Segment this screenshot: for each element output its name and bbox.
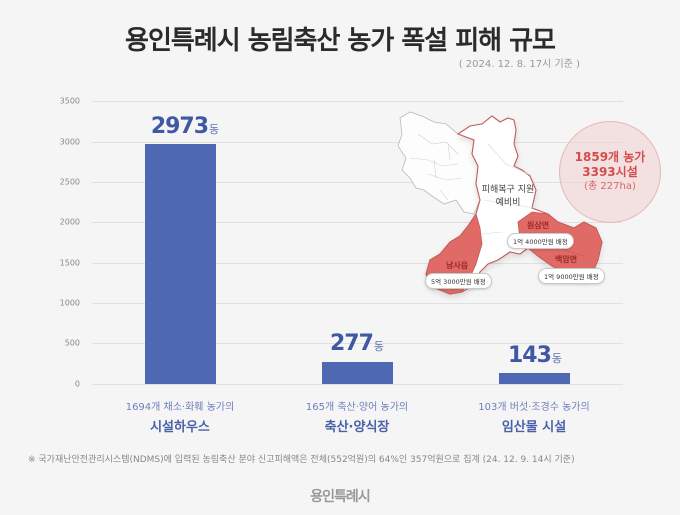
bar-chart: 3500 3000 2500 2000 1500 1000 500 0 2973… xyxy=(59,96,623,435)
chart-title: 용인특례시 농림축산 농가 폭설 피해 규모 xyxy=(125,26,556,56)
bar-greenhouse xyxy=(145,144,216,384)
region-budget-namsa: 5억 3000만원 배정 xyxy=(425,273,492,289)
yongin-city-logo: 용인특례시 xyxy=(310,489,370,505)
bar-livestock xyxy=(322,362,393,384)
y-tick-label: 1500 xyxy=(59,258,80,268)
y-tick-label: 500 xyxy=(64,338,80,348)
y-tick-label: 0 xyxy=(74,379,80,389)
gridline-2000 xyxy=(92,222,623,223)
summary-area: (총 227ha) xyxy=(584,181,636,192)
gridline-2500 xyxy=(92,182,623,183)
y-tick-label: 1000 xyxy=(59,298,80,308)
bar-forestry xyxy=(499,373,570,384)
chart-subtitle-date: ( 2024. 12. 8. 17시 기준 ) xyxy=(458,59,580,70)
gridline-3000 xyxy=(92,142,623,143)
region-budget-baegam: 1억 9000만원 배정 xyxy=(538,268,605,284)
category-label: 1694개 채소·화훼 농가의 시설하우스 xyxy=(125,402,235,435)
gridline-500 xyxy=(92,343,623,344)
y-tick-label: 2500 xyxy=(59,177,80,187)
footnote: ※ 국가재난안전관리시스템(NDMS)에 입력된 농림축산 분야 신고피해액은 … xyxy=(28,455,575,465)
bar-value-label: 143동 xyxy=(507,343,563,368)
y-tick-label: 3000 xyxy=(59,137,80,147)
y-tick-label: 3500 xyxy=(59,96,80,106)
summary-facilities: 3393시설 xyxy=(582,165,638,179)
summary-farms: 1859개 농가 xyxy=(574,150,646,164)
bar-value-label: 277동 xyxy=(329,331,385,356)
yongin-map-illustration xyxy=(397,111,603,295)
gridline-3500 xyxy=(92,101,623,102)
gridline-0 xyxy=(92,384,623,385)
damage-summary-circle: 1859개 농가 3393시설 (총 227ha) xyxy=(559,121,661,223)
map-center-label: 피해복구 지원 예비비 xyxy=(481,185,535,208)
region-name-wonsam: 원삼면 xyxy=(527,221,550,230)
bar-value-label: 2973동 xyxy=(150,114,220,139)
region-budget-wonsam: 1억 4000만원 배정 xyxy=(507,233,574,249)
map-district-west xyxy=(397,111,481,215)
y-tick-label: 2000 xyxy=(59,217,80,227)
gridline-1000 xyxy=(92,303,623,304)
gridline-1500 xyxy=(92,263,623,264)
category-label: 165개 축산·양어 농가의 축산·양식장 xyxy=(305,402,409,435)
category-label: 103개 버섯·조경수 농가의 임산물 시설 xyxy=(478,402,590,435)
region-name-baegam: 백암면 xyxy=(555,255,578,264)
region-name-namsa: 남사읍 xyxy=(446,261,469,270)
